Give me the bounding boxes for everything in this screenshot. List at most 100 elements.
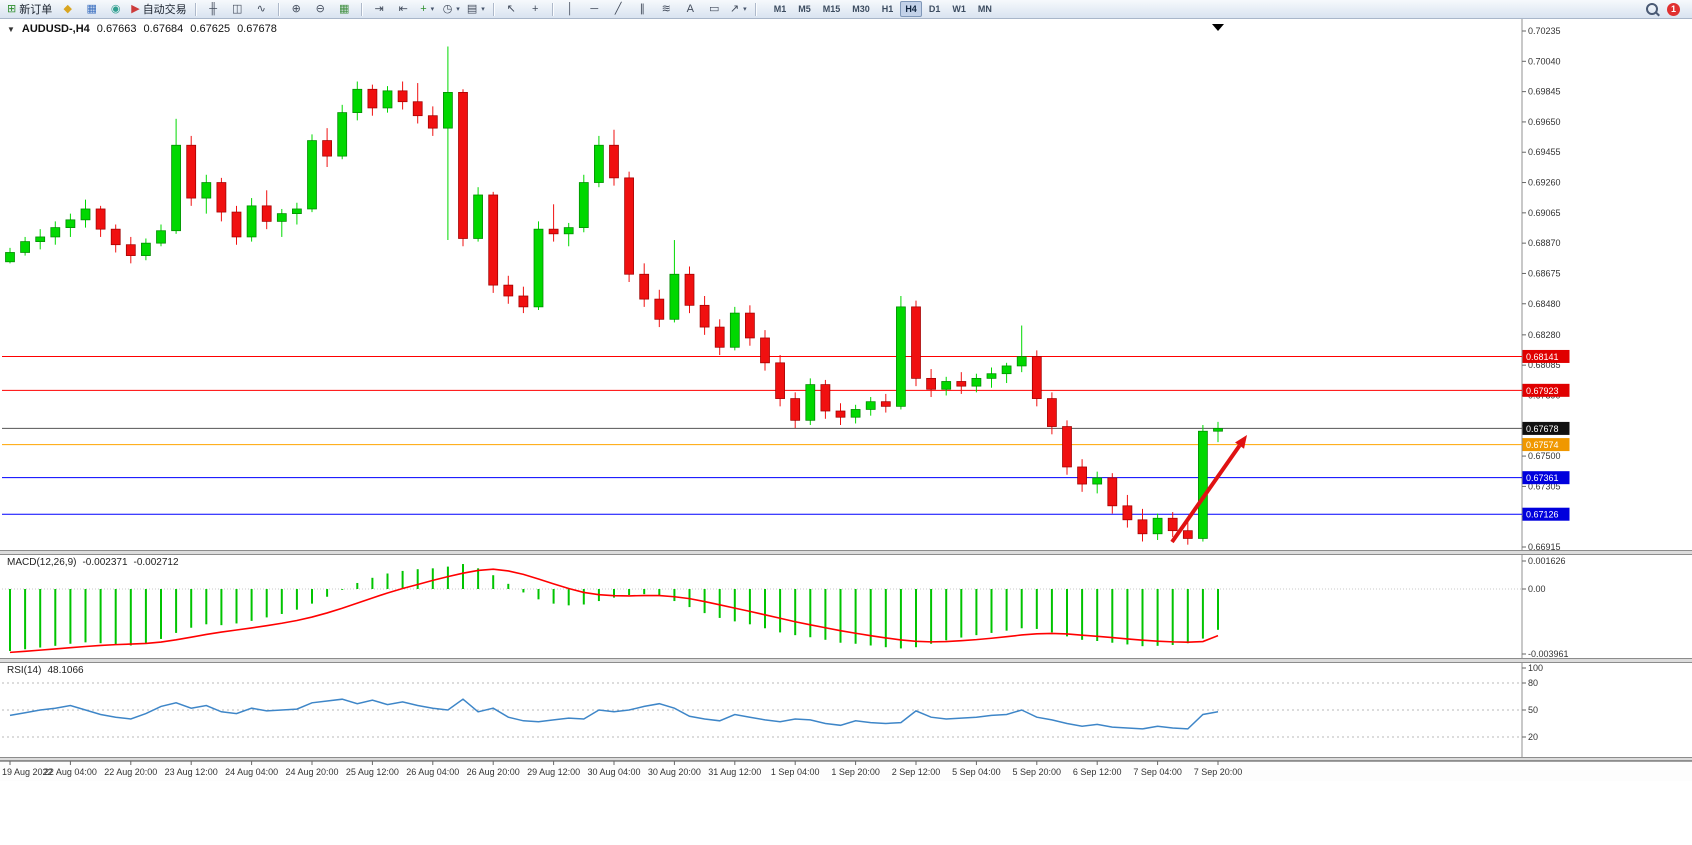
candle xyxy=(141,238,151,261)
autotrading-icon-label: 自动交易 xyxy=(142,4,187,16)
trendline-icon: ╱ xyxy=(614,2,622,15)
channel-icon: ∥ xyxy=(639,2,645,15)
candle xyxy=(896,295,906,410)
line-chart-icon[interactable]: ∿ xyxy=(250,0,273,18)
indicators-icon[interactable]: + ▾ xyxy=(416,0,439,18)
refresh-icon[interactable]: ◉ xyxy=(104,0,127,18)
toolbar: ⊞ 新订单 ◆ ▦ ◉ ▶ 自动交易 ╫ ◫ ∿ ⊕ ⊖ ▦ ⇥ ⇤ + ▾ ◷ ▾ ▤ ▾ ↖ + │ ─ ╱ ∥ ≋ A ▭ ↗ ▾ M1… xyxy=(0,0,1692,19)
axis-label: 22 Aug 20:00 xyxy=(104,767,157,777)
macd-pane[interactable]: 0.001626 0.00 -0.003961 MACD(12,26,9) -0.0… xyxy=(0,555,1692,658)
chart-shift-marker[interactable] xyxy=(1212,24,1224,31)
charts-grid-icon[interactable]: ▦ xyxy=(80,0,103,18)
candle xyxy=(292,202,302,225)
arrows-icon: ↗ xyxy=(729,2,740,15)
axis-label: 22 Aug 04:00 xyxy=(44,767,97,777)
axis-label: 29 Aug 12:00 xyxy=(527,767,580,777)
candle xyxy=(775,355,785,407)
timeframe-m5[interactable]: M5 xyxy=(798,4,811,14)
candle xyxy=(443,46,453,241)
search-icon[interactable] xyxy=(1646,3,1658,15)
price-chart-pane[interactable]: 0.70235 0.70040 0.69845 0.69650 0.69455 0.692… xyxy=(0,19,1692,550)
candle xyxy=(337,104,348,160)
timeframe-d1[interactable]: D1 xyxy=(928,4,941,14)
axis-label: 0.67126 xyxy=(1526,510,1559,520)
timeframe-h4[interactable]: H4 xyxy=(900,1,922,17)
candle xyxy=(1092,471,1103,494)
pane-splitter[interactable] xyxy=(0,658,1692,663)
pane-splitter[interactable] xyxy=(0,550,1692,555)
macd-signal-line xyxy=(9,568,1219,654)
candle xyxy=(563,222,574,247)
candle xyxy=(352,81,363,121)
axis-label: 80 xyxy=(1528,678,1538,688)
timeframe-h1[interactable]: H1 xyxy=(881,4,894,14)
periods-icon[interactable]: ◷ ▾ xyxy=(440,0,463,18)
horizontal-line-icon: ─ xyxy=(590,2,599,15)
templates-icon[interactable]: ▤ ▾ xyxy=(464,0,488,18)
vertical-line-icon[interactable]: │ xyxy=(559,0,582,18)
cursor-icon[interactable]: ↖ xyxy=(500,0,523,18)
axis-label: 0.69455 xyxy=(1528,147,1561,157)
candle xyxy=(1182,519,1193,545)
candle xyxy=(367,84,378,116)
toolbar-separator xyxy=(551,2,554,16)
axis-label: 0.70235 xyxy=(1528,26,1561,36)
autotrading-icon[interactable]: ▶ 自动交易 xyxy=(128,0,189,18)
ohlc-open: 0.67663 xyxy=(96,23,137,35)
candlestick-chart: 0.70235 0.70040 0.69845 0.69650 0.69455 0.692… xyxy=(2,19,1570,550)
zoom-out-icon[interactable]: ⊖ xyxy=(309,0,332,18)
label-icon[interactable]: ▭ xyxy=(703,0,726,18)
support-line-blue-2-tag: 0.67126 xyxy=(1522,507,1570,521)
tile-windows-icon[interactable]: ▦ xyxy=(333,0,356,18)
timeframe-m30[interactable]: M30 xyxy=(852,4,870,14)
bar-chart-icon[interactable]: ╫ xyxy=(202,0,225,18)
rsi-pane[interactable]: 100 80 50 20 RSI(14) 48.1066 xyxy=(0,663,1692,757)
candle xyxy=(911,300,921,387)
trendline-icon[interactable]: ╱ xyxy=(607,0,630,18)
candle xyxy=(5,247,15,264)
candle xyxy=(820,379,831,419)
timeframe-w1[interactable]: W1 xyxy=(952,4,966,14)
candle xyxy=(458,89,468,247)
candle xyxy=(322,128,332,167)
notification-badge[interactable]: 1 xyxy=(1667,2,1680,16)
rsi-indicator: 100 80 50 20 xyxy=(2,663,1543,757)
candle xyxy=(850,404,861,424)
candlestick-chart-icon[interactable]: ◫ xyxy=(226,0,249,18)
support-line-blue-1-tag: 0.67361 xyxy=(1522,471,1570,485)
chevron-down-icon: ▾ xyxy=(743,6,747,13)
candle xyxy=(548,204,559,242)
fibonacci-icon[interactable]: ≋ xyxy=(655,0,678,18)
candle xyxy=(65,213,76,237)
axis-label: 0.69845 xyxy=(1528,87,1561,97)
axis-label: 24 Aug 20:00 xyxy=(285,767,338,777)
time-axis[interactable]: 19 Aug 2022 22 Aug 04:00 22 Aug 20:00 23 Au… xyxy=(0,761,1692,781)
chevron-down-icon: ▾ xyxy=(481,6,485,13)
arrows-icon[interactable]: ↗ ▾ xyxy=(727,0,750,18)
new-order-icon[interactable]: ⊞ 新订单 xyxy=(4,0,55,18)
pane-splitter[interactable] xyxy=(0,757,1692,761)
timeframe-m15[interactable]: M15 xyxy=(822,4,841,14)
chevron-down-icon: ▾ xyxy=(456,6,460,13)
timeframe-mn[interactable]: MN xyxy=(977,4,992,14)
candle xyxy=(1001,362,1012,384)
crosshair-icon[interactable]: + xyxy=(524,0,547,18)
auto-scroll-icon[interactable]: ⇥ xyxy=(368,0,391,18)
collapse-icon[interactable]: ▼ xyxy=(7,24,15,34)
chart-shift-icon[interactable]: ⇤ xyxy=(392,0,415,18)
text-icon: A xyxy=(686,2,694,15)
zoom-in-icon[interactable]: ⊕ xyxy=(285,0,308,18)
candle xyxy=(578,174,589,233)
channel-icon[interactable]: ∥ xyxy=(631,0,654,18)
axis-label: 26 Aug 04:00 xyxy=(406,767,459,777)
timeframe-m1[interactable]: M1 xyxy=(773,4,787,14)
horizontal-line-icon[interactable]: ─ xyxy=(583,0,606,18)
trend-arrow[interactable] xyxy=(1170,444,1242,544)
toolbar-separator xyxy=(194,2,197,16)
metaeditor-icon: ◆ xyxy=(63,2,72,15)
toolbar-separator xyxy=(754,2,757,16)
new-order-icon: ⊞ xyxy=(7,2,17,15)
chart-shift-icon: ⇤ xyxy=(398,2,408,15)
metaeditor-icon[interactable]: ◆ xyxy=(56,0,79,18)
text-icon[interactable]: A xyxy=(679,0,702,18)
